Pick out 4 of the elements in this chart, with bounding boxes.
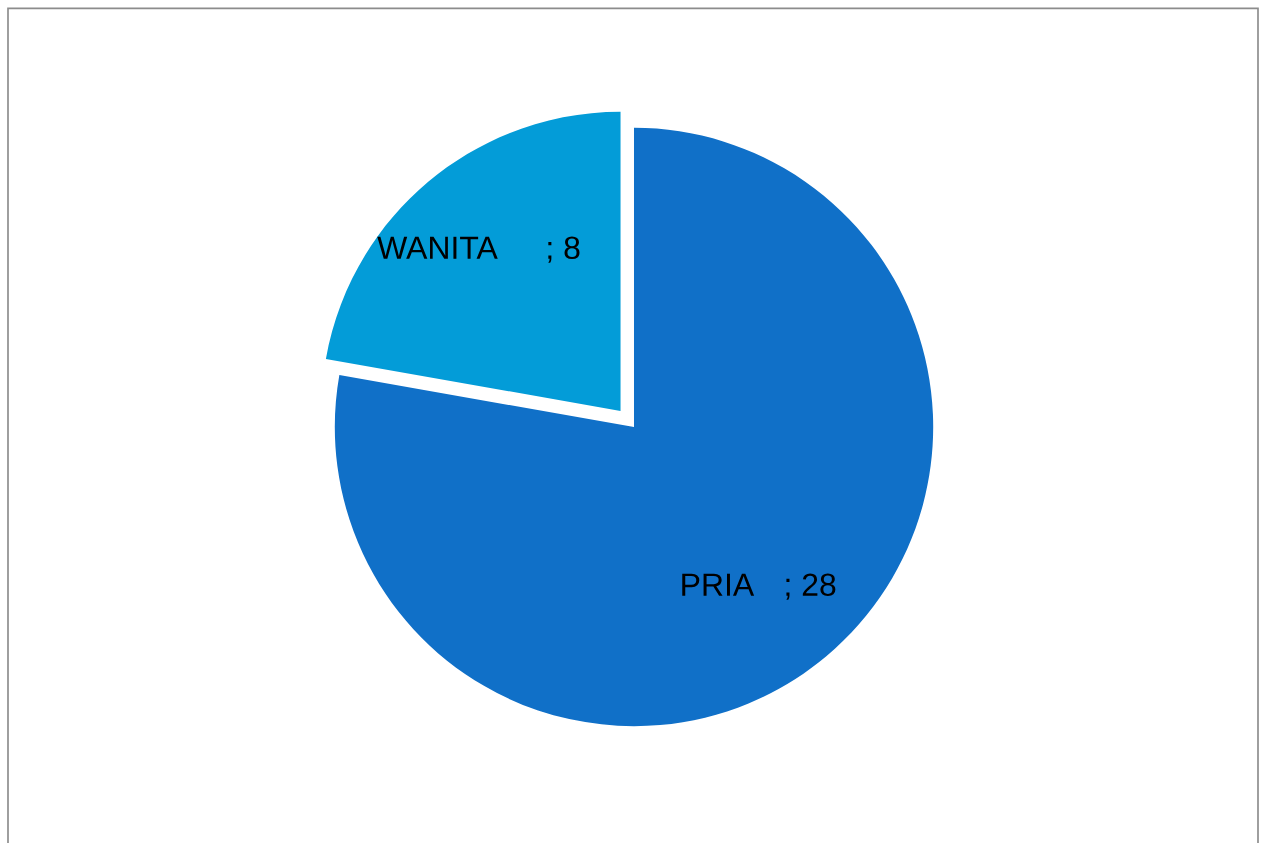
data-label: ; 28 — [786, 573, 836, 600]
slice-label: WANITA — [377, 236, 498, 259]
data-label: ; 8 — [548, 236, 580, 263]
slice-label: PRIA — [682, 573, 755, 596]
